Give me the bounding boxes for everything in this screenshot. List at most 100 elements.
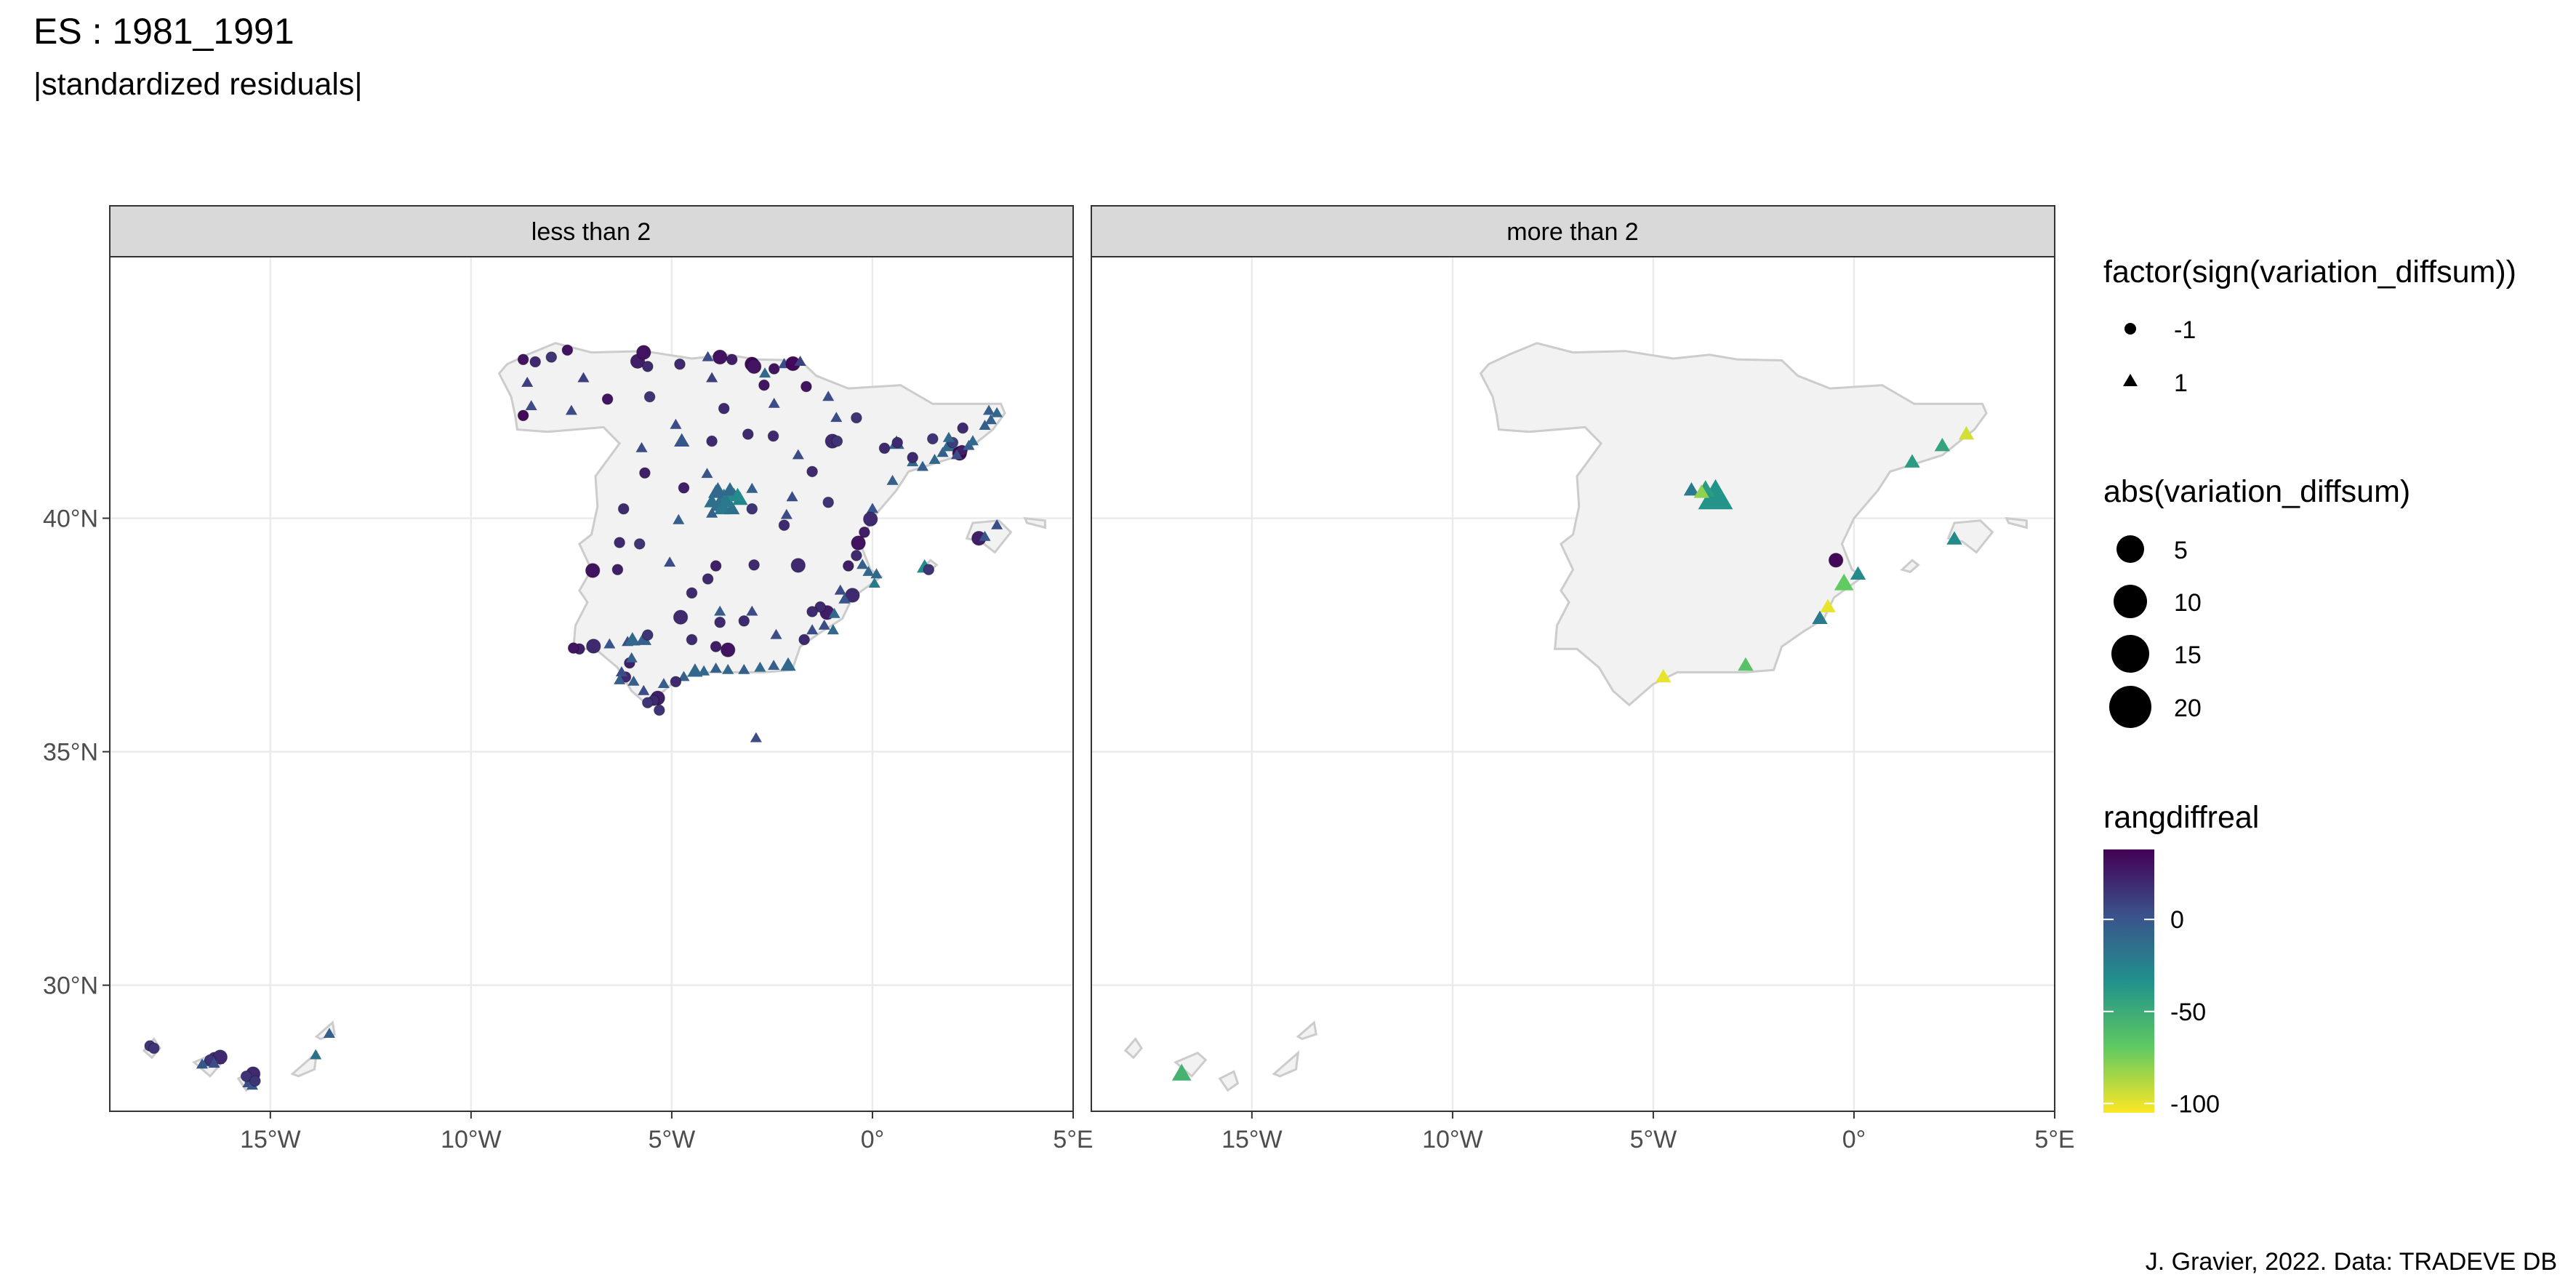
point-triangle (577, 372, 590, 383)
point-circle (545, 351, 558, 363)
point-triangle (870, 568, 883, 579)
point-triangle (521, 377, 534, 387)
point-circle (801, 380, 812, 393)
point-circle (907, 452, 918, 463)
legend-color-title: rangdiffreal (2103, 800, 2259, 835)
caption: J. Gravier, 2022. Data: TRADEVE DB (2146, 1248, 2557, 1276)
x-tick-label: 0° (861, 1126, 885, 1153)
point-circle (642, 629, 654, 641)
island-outline (2005, 516, 2028, 529)
legend-size-label: 5 (2174, 537, 2188, 564)
colorbar-ticks: 0 -50 -100 (2103, 906, 2220, 1118)
point-circle (567, 642, 579, 654)
point-triangle (706, 372, 718, 383)
legend-triangle-key (2123, 374, 2138, 386)
point-circle (863, 511, 878, 527)
panel-border (109, 256, 1074, 1112)
point-triangle (792, 449, 804, 460)
point-triangle (754, 661, 766, 672)
point-triangle (673, 513, 685, 524)
point-triangle (1850, 566, 1866, 580)
island-outline (1272, 1050, 1300, 1078)
point-triangle (750, 732, 762, 743)
point-triangle (729, 487, 746, 502)
island-outline (1023, 516, 1046, 529)
point-circle (923, 564, 935, 576)
point-triangle (724, 500, 740, 515)
point-circle (710, 641, 722, 652)
point-triangle (603, 638, 616, 649)
x-tick-label: 5°W (649, 1126, 696, 1153)
strip-label: less than 2 (531, 218, 651, 246)
point-circle (249, 1075, 261, 1087)
point-triangle (1946, 531, 1962, 545)
legend-size-key (2116, 535, 2144, 563)
point-circle (654, 704, 665, 716)
x-tick-label: 0° (1842, 1126, 1866, 1153)
point-triangle (746, 605, 758, 616)
island-outline (1173, 1051, 1208, 1078)
point-circle (517, 353, 529, 366)
point-triangle (979, 530, 991, 541)
map-panel-less-than-2: less than 2 15°W 10°W 5°W 0° 5°E 40°N 35°N 30°… (43, 205, 1094, 1153)
point-circle (814, 601, 826, 613)
point-triangle (1904, 454, 1920, 468)
point-triangle (768, 397, 780, 408)
points-layer (144, 344, 1003, 1090)
point-circle (240, 1071, 252, 1082)
x-axis: 15°W 10°W 5°W 0° 5°E (1221, 1111, 2075, 1153)
point-circle (686, 587, 698, 599)
legend-size-label: 15 (2174, 641, 2202, 669)
point-triangle (614, 674, 626, 684)
point-triangle (1698, 479, 1733, 510)
y-tick-label: 35°N (43, 739, 98, 767)
y-tick-label: 30°N (43, 972, 98, 1000)
legend-size-key (2111, 635, 2149, 673)
point-circle (561, 344, 574, 356)
spain-outline (1479, 342, 1988, 707)
point-circle (713, 349, 728, 365)
point-circle (633, 538, 646, 550)
point-triangle (886, 474, 899, 485)
point-triangle (1171, 1063, 1192, 1081)
point-triangle (746, 482, 758, 493)
point-triangle (738, 663, 750, 674)
point-circle (673, 609, 689, 625)
point-circle (742, 428, 754, 440)
point-triangle (565, 404, 577, 415)
island-outline (1218, 1070, 1240, 1092)
point-circle (636, 345, 651, 360)
point-triangle (916, 460, 928, 471)
point-triangle (1958, 425, 1975, 440)
point-triangle (984, 414, 997, 425)
x-axis: 15°W 10°W 5°W 0° 5°E (240, 1111, 1094, 1153)
point-triangle (1812, 610, 1828, 624)
point-triangle (627, 676, 640, 686)
point-triangle (1683, 482, 1700, 496)
point-circle (758, 379, 770, 391)
point-circle (746, 503, 758, 515)
point-circle (617, 503, 630, 515)
point-circle (790, 558, 806, 573)
point-triangle (687, 663, 703, 677)
point-circle (721, 642, 736, 657)
x-tick-label: 5°E (1053, 1126, 1093, 1153)
colorbar-label: -100 (2170, 1090, 2220, 1118)
point-triangle (625, 652, 638, 663)
point-triangle (830, 412, 843, 423)
legend-shape: factor(sign(variation_diffsum)) -1 1 (2103, 255, 2516, 397)
legend-shape-label: 1 (2174, 369, 2188, 397)
point-triangle (780, 657, 796, 671)
point-circle (822, 496, 834, 508)
point-triangle (838, 593, 851, 604)
point-triangle (310, 1049, 322, 1060)
legend-shape-label: -1 (2174, 316, 2196, 344)
panel-border (1091, 256, 2055, 1112)
chart-subtitle: |standardized residuals| (33, 67, 363, 102)
point-circle (686, 633, 698, 646)
x-tick-label: 5°W (1630, 1126, 1677, 1153)
point-triangle (701, 468, 713, 479)
point-triangle (664, 556, 676, 567)
point-circle (601, 393, 614, 405)
